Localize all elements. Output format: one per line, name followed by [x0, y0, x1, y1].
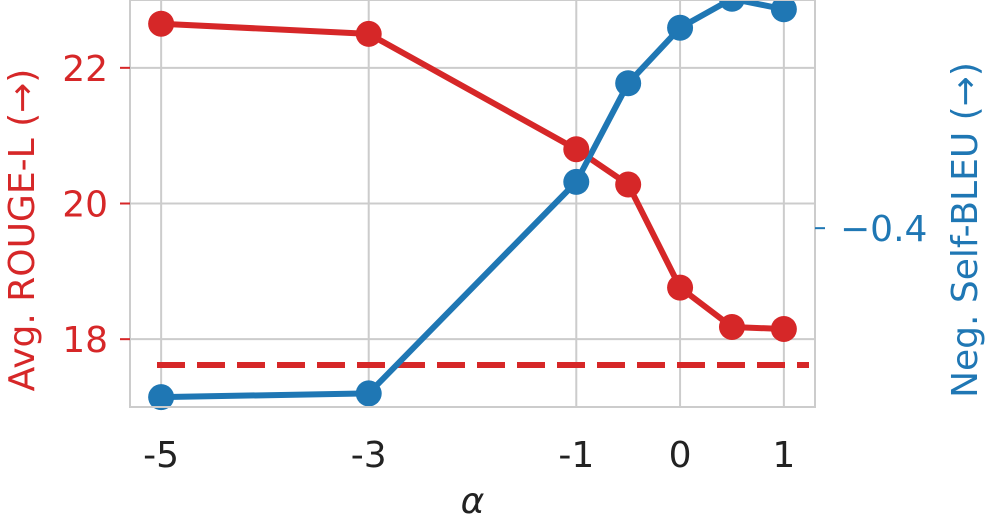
right-y-tick-label: −0.4: [840, 209, 927, 250]
x-tick-label: -1: [558, 435, 594, 476]
red-data-point: [355, 20, 382, 47]
blue-data-point: [563, 168, 590, 195]
blue-data-point: [148, 384, 175, 411]
red-data-point: [718, 313, 745, 340]
red-data-point: [667, 274, 694, 301]
tick-marks: [120, 66, 825, 341]
red-data-point: [615, 171, 642, 198]
series-lines: [160, 0, 785, 401]
x-tick-label: 1: [772, 435, 795, 476]
right-y-tick-label: −0.2: [840, 0, 927, 4]
blue-series-line: [161, 0, 785, 401]
x-tick-label: -5: [143, 435, 179, 476]
left-y-tick-label: 20: [62, 185, 108, 226]
red-data-point: [148, 10, 175, 37]
left-y-axis-label: Avg. ROUGE-L (→): [2, 69, 43, 392]
blue-data-point: [770, 0, 797, 23]
left-y-tick-label: 22: [62, 49, 108, 90]
left-y-tick-label: 18: [62, 320, 108, 361]
red-data-point: [770, 315, 797, 342]
x-tick-label: -3: [351, 435, 387, 476]
blue-data-point: [355, 380, 382, 407]
blue-data-point: [615, 70, 642, 97]
red-data-point: [563, 136, 590, 163]
x-axis-label: α: [461, 481, 485, 522]
blue-data-point: [667, 14, 694, 41]
tick-labels: -5 -3 -1 0 1 18 20 22 −0.4 −0.2: [62, 0, 927, 476]
blue-data-point: [719, 0, 745, 12]
grid-lines: [130, 0, 815, 407]
x-tick-label: 0: [669, 435, 692, 476]
right-y-axis-label: Neg. Self-BLEU (→): [945, 62, 986, 398]
baselines: [157, 0, 809, 368]
data-points: [148, 0, 797, 411]
